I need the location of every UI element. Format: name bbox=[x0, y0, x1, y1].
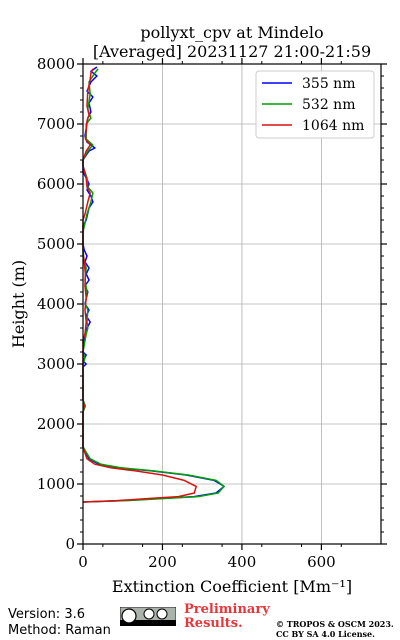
legend-entry: 355 nm bbox=[302, 76, 355, 92]
y-tick-label: 4000 bbox=[37, 295, 75, 313]
y-tick-label: 5000 bbox=[37, 235, 75, 253]
y-tick-label: 8000 bbox=[37, 55, 75, 73]
by-icon bbox=[143, 608, 155, 620]
version-text: Version: 3.6 bbox=[8, 607, 85, 622]
sa-icon bbox=[156, 608, 168, 620]
version-info: Version: 3.6 Method: Raman bbox=[8, 607, 111, 639]
extinction-chart: pollyxt_cpv at Mindelo [Averaged] 202311… bbox=[9, 23, 387, 596]
copyright-line-1: © TROPOS & OSCM 2023. bbox=[276, 619, 394, 629]
copyright-notice: © TROPOS & OSCM 2023. CC BY SA 4.0 Licen… bbox=[276, 619, 394, 639]
series-line-2 bbox=[82, 68, 197, 503]
series-lines bbox=[82, 66, 225, 503]
axis-ticks bbox=[77, 58, 387, 550]
y-tick-label: 7000 bbox=[37, 115, 75, 133]
legend-entry: 532 nm bbox=[302, 97, 355, 113]
series-line-1 bbox=[82, 68, 225, 503]
x-tick-label: 200 bbox=[148, 553, 177, 571]
y-tick-label: 6000 bbox=[37, 175, 75, 193]
copyright-line-2: CC BY SA 4.0 License. bbox=[276, 629, 375, 639]
cc-license-badge bbox=[120, 607, 176, 626]
y-tick-label: 1000 bbox=[37, 475, 75, 493]
series-line-0 bbox=[82, 66, 225, 503]
legend: 355 nm 532 nm 1064 nm bbox=[255, 70, 375, 139]
x-tick-label: 0 bbox=[78, 553, 88, 571]
legend-entry: 1064 nm bbox=[302, 118, 364, 134]
preliminary-line-2: Results. bbox=[184, 616, 243, 631]
y-tick-label: 0 bbox=[65, 535, 75, 553]
x-tick-label: 600 bbox=[307, 553, 336, 571]
y-tick-label: 2000 bbox=[37, 415, 75, 433]
chart-subtitle: [Averaged] 20231127 21:00-21:59 bbox=[93, 42, 371, 61]
legend-box bbox=[255, 70, 375, 139]
chart-title: pollyxt_cpv at Mindelo bbox=[140, 23, 323, 42]
preliminary-line-1: Preliminary bbox=[184, 602, 270, 617]
x-tick-label: 400 bbox=[228, 553, 257, 571]
method-text: Method: Raman bbox=[8, 623, 111, 638]
cc-icon bbox=[121, 608, 137, 624]
tick-labels: 0 200 400 600010002000300040005000600070008… bbox=[37, 55, 336, 571]
y-axis-label: Height (m) bbox=[9, 260, 28, 348]
x-axis-label: Extinction Coefficient [Mm⁻¹] bbox=[112, 577, 352, 596]
preliminary-notice: Preliminary Results. bbox=[184, 603, 270, 631]
y-tick-label: 3000 bbox=[37, 355, 75, 373]
